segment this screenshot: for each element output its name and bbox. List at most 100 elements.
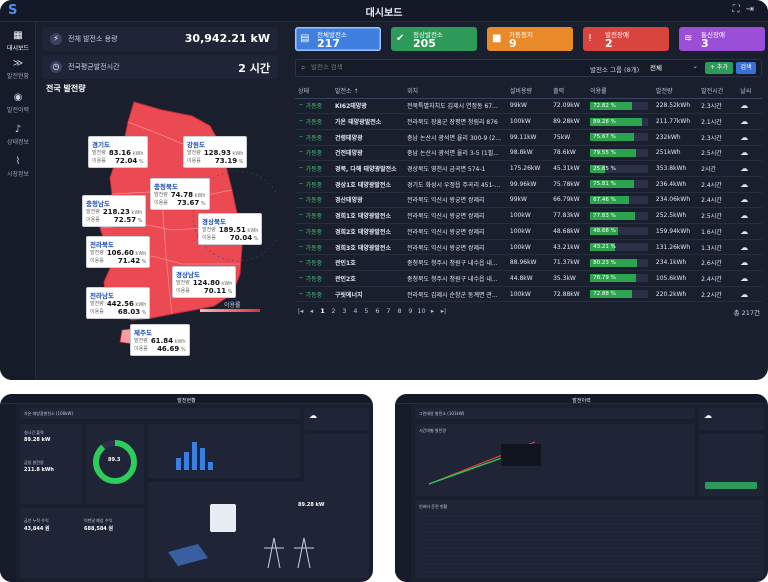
status-card[interactable]: ! 발전장애 2	[583, 27, 669, 51]
plant-selector-value: 가온 태양광발전소 (100kW)	[24, 411, 74, 416]
page-number[interactable]: 8	[397, 307, 402, 315]
table-row[interactable]: ⌔ 가동중 건령태양광 충남 논산시 광석면 율리 300-9 (2... 99.11…	[295, 129, 762, 146]
plant-name[interactable]: 경상1호 태양광발전소	[332, 176, 404, 193]
sidebar-item-label: 대시보드	[6, 45, 30, 52]
capacity-cell: 99.11kW	[506, 129, 551, 146]
page-number[interactable]: 9	[408, 307, 413, 315]
status-card[interactable]: ✔ 정상발전소 205	[391, 27, 477, 51]
avg-time-card: ◷ 전국평균발전시간 2 시간	[42, 55, 278, 79]
weather-panel: ☁	[304, 408, 369, 430]
sidebar-item-generation-history[interactable]: ◉ 발전이력	[0, 92, 36, 114]
region-name: 경상남도	[176, 271, 200, 279]
plant-name[interactable]: KI62태양광	[332, 98, 404, 115]
sidebar-item-dashboard[interactable]: ▦ 대시보드	[0, 30, 36, 52]
location-cell: 전라북도 익산시 왕궁면 쌍제리	[404, 192, 507, 209]
region-card[interactable]: 충청북도 발전량 74.78 kWh 이용률 73.67 %	[150, 178, 210, 210]
sidebar-item-generation-status[interactable]: ≫ 발전현황	[0, 58, 36, 80]
add-button[interactable]: + 추가	[705, 62, 733, 74]
pin-icon: ◉	[13, 92, 23, 103]
warning-icon: !	[588, 33, 593, 44]
region-card[interactable]: 경상남도 발전량 124.80 kWh 이용률 70.11 %	[172, 266, 237, 298]
table-row[interactable]: ⌔ 가동중 구릿에너지 전라북도 김제시 순창군 동계면 관... 100kW 72.8…	[295, 286, 762, 303]
table-row[interactable]: ⌔ 가동중 경상1호 태양광발전소 경기도 화성시 우정읍 주곡리 451-... 9…	[295, 176, 762, 193]
region-card[interactable]: 제주도 발전량 61.84 kWh 이용률 46.69 %	[130, 324, 190, 356]
next-page-icon[interactable]: ▸	[430, 307, 435, 315]
utilization-text: 25.85 %	[593, 165, 616, 172]
page-number[interactable]: 2	[331, 307, 336, 315]
signal-icon: ⌔	[298, 213, 304, 221]
plant-name[interactable]: 가온 태양광발전소	[332, 113, 404, 130]
plant-name[interactable]: 경북, 다해 태양광발전소	[332, 160, 404, 177]
sidebar-item-status-info[interactable]: ♪ 상태정보	[0, 124, 36, 146]
region-card[interactable]: 강원도 발전량 128.93 kWh 이용률 73.19 %	[183, 136, 248, 168]
signal-icon: ⌔	[298, 228, 304, 236]
plant-name[interactable]: 구릿에너지	[332, 286, 404, 303]
cloud-icon: ☁	[737, 223, 762, 240]
table-row[interactable]: ⌔ 가동중 경희3호 태양광발전소 전라북도 익산시 왕궁면 쌍제리 100kW 43.…	[295, 239, 762, 256]
page-number[interactable]: 6	[375, 307, 380, 315]
logout-icon[interactable]: ⇥	[745, 4, 760, 15]
column-header[interactable]: 발전소 ↑	[332, 84, 404, 99]
page-number[interactable]: 4	[353, 307, 358, 315]
chart-bar	[208, 462, 213, 470]
status-card[interactable]: ≋ 통신장애 3	[679, 27, 765, 51]
plant-name[interactable]: 건령태양광	[332, 129, 404, 146]
page-number[interactable]: 5	[364, 307, 369, 315]
power-tower-icon	[264, 537, 284, 569]
plant-selector[interactable]: 가온 태양광발전소 (100kW)	[20, 408, 300, 419]
table-row[interactable]: ⌔ 가동중 경희2호 태양광발전소 전라북도 익산시 왕궁면 쌍제리 100kW 48.…	[295, 223, 762, 240]
table-row[interactable]: ⌔ 가동중 KI62태양광 전북특별자치도 김제시 연정동 67... 99kW 72.…	[295, 98, 762, 115]
plant-name[interactable]: 건전태양광	[332, 145, 404, 162]
table-row[interactable]: ⌔ 가동중 건전태양광 충남 논산시 광석면 율리 3-5 (1필... 98.8kW…	[295, 145, 762, 162]
region-gen-unit: kWh	[132, 151, 144, 157]
utilization-cell: 48.68 %	[587, 223, 653, 240]
plant-name[interactable]: 경희1호 태양광발전소	[332, 207, 404, 224]
status-text: 가동중	[305, 197, 323, 205]
location-cell: 전라북도 장흥군 장평면 청림리 876	[404, 113, 507, 130]
page-number[interactable]: 10	[417, 307, 426, 315]
search-button[interactable]: 검색	[736, 62, 756, 74]
region-card[interactable]: 경기도 발전량 83.16 kWh 이용률 72.04 %	[88, 136, 148, 168]
plant-selector[interactable]: 그린태양 발전소 (101kW)	[415, 408, 695, 419]
utilization-bar-fill	[590, 164, 606, 173]
location-cell: 충청북도 청주시 청원구 내수읍 내...	[404, 270, 507, 287]
apply-button[interactable]	[705, 482, 757, 489]
status-card[interactable]: ▤ 전체발전소 217	[295, 27, 381, 51]
prev-page-icon[interactable]: ◂	[309, 307, 314, 315]
table-body: ⌔ 가동중 KI62태양광 전북특별자치도 김제시 연정동 67... 99kW 72.…	[295, 98, 762, 303]
page-number[interactable]: 1	[320, 307, 325, 315]
first-page-icon[interactable]: |◂	[297, 307, 304, 315]
table-row[interactable]: ⌔ 가동중 경북, 다해 태양광발전소 경상북도 영천시 금곡면 574-1 175.…	[295, 160, 762, 177]
page-number[interactable]: 3	[342, 307, 347, 315]
plant-name[interactable]: 관인2호	[332, 270, 404, 287]
page-number[interactable]: 7	[386, 307, 391, 315]
sidebar-item-market-info[interactable]: ⌇ 시장정보	[0, 156, 36, 178]
region-card[interactable]: 충청남도 발전량 218.23 kWh 이용률 72.57 %	[82, 195, 147, 227]
plant-name[interactable]: 경희2호 태양광발전소	[332, 223, 404, 240]
chart-bar	[192, 442, 197, 470]
region-card[interactable]: 전라남도 발전량 442.56 kWh 이용률 68.03 %	[86, 287, 151, 319]
search-input[interactable]	[311, 64, 511, 71]
table-row[interactable]: ⌔ 가동중 경희1호 태양광발전소 전라북도 익산시 왕궁면 쌍제리 100kW 77.…	[295, 207, 762, 224]
fullscreen-icon[interactable]: ⛶	[732, 4, 746, 15]
status-card[interactable]: ■ 가동정지 9	[487, 27, 573, 51]
region-card[interactable]: 경상북도 발전량 189.51 kWh 이용률 70.04 %	[198, 213, 263, 245]
table-row[interactable]: ⌔ 가동중 관인1호 충청북도 청주시 청원구 내수읍 내... 88.96kW 71.…	[295, 254, 762, 272]
status-card-label: 발전장애	[605, 31, 629, 39]
group-select[interactable]: 전체 ⌄	[650, 62, 700, 74]
plant-name[interactable]: 경산태양광	[332, 192, 404, 209]
region-gen-value: 106.60	[106, 249, 134, 257]
plant-name[interactable]: 관인1호	[332, 254, 404, 272]
plant-name[interactable]: 경희3호 태양광발전소	[332, 239, 404, 256]
utilization-text: 77.83 %	[593, 212, 616, 219]
signal-icon: ⌔	[298, 197, 304, 205]
table-row[interactable]: ⌔ 가동중 경산태양광 전라북도 익산시 왕궁면 쌍제리 99kW 66.79kW 67.…	[295, 192, 762, 209]
region-card[interactable]: 전라북도 발전량 106.60 kWh 이용률 71.42 %	[86, 236, 151, 268]
table-row[interactable]: ⌔ 가동중 관인2호 충청북도 청주시 청원구 내수읍 내... 44.8kW 35.3…	[295, 270, 762, 287]
status-cell: ⌔ 가동중	[295, 160, 333, 177]
last-page-icon[interactable]: ▸|	[440, 307, 447, 315]
cloud-icon: ☁	[737, 239, 762, 256]
time-cell: 2.4시간	[698, 270, 738, 287]
region-util-value: 73.19	[214, 157, 238, 165]
table-row[interactable]: ⌔ 가동중 가온 태양광발전소 전라북도 장흥군 장평면 청림리 876 100kW 8…	[295, 113, 762, 130]
